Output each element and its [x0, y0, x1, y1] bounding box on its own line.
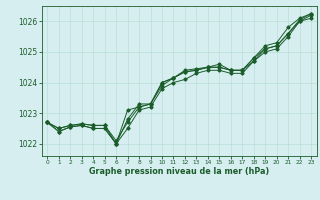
- X-axis label: Graphe pression niveau de la mer (hPa): Graphe pression niveau de la mer (hPa): [89, 167, 269, 176]
